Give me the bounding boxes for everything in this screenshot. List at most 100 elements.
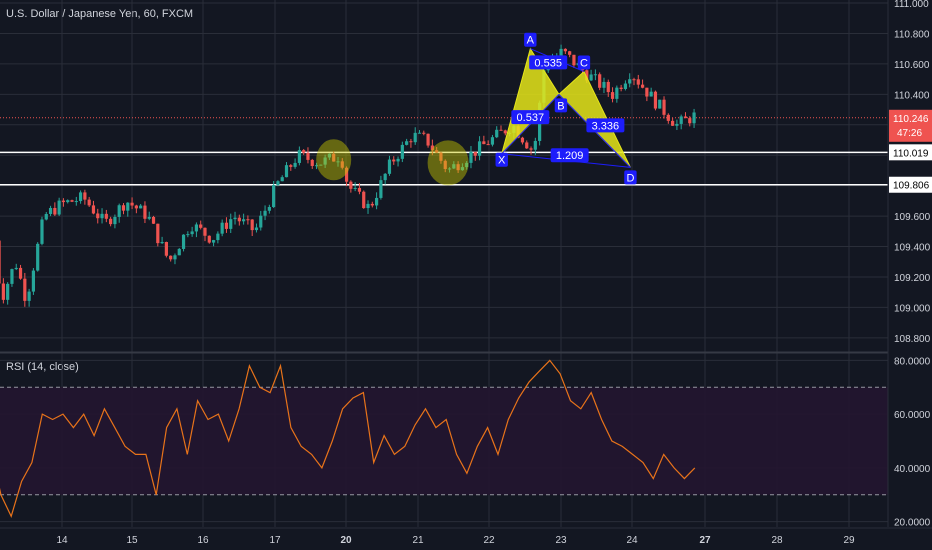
candle-body <box>387 159 392 174</box>
candle-body <box>272 185 276 208</box>
time-tick-label: 17 <box>269 535 281 546</box>
ratio-label-xd-bg <box>550 148 589 163</box>
time-tick-label: 28 <box>771 535 783 546</box>
candle-body <box>640 84 645 88</box>
candle-body <box>465 162 469 168</box>
candle-body <box>242 219 246 222</box>
candle-body <box>147 216 151 219</box>
price-tick-label: 109.400 <box>894 243 931 254</box>
candle-body <box>289 165 293 167</box>
point-label-b: B <box>557 100 564 112</box>
candle-body <box>250 219 254 231</box>
candle-body <box>370 203 374 206</box>
candle-body <box>529 148 533 150</box>
candle-body <box>44 213 48 220</box>
ratio-label-ac-bg <box>529 55 568 70</box>
price-tick-label: 110.600 <box>894 60 930 71</box>
candle-body <box>177 248 181 256</box>
ratio-label-ac: 0.535 <box>534 57 562 69</box>
candle-body <box>327 153 332 158</box>
price-tick-label: 110.800 <box>894 29 930 40</box>
candle-body <box>310 159 314 166</box>
ratio-label-xd: 1.209 <box>556 150 584 162</box>
ratio-label-bd-bg <box>586 118 625 133</box>
candle-body <box>688 118 692 124</box>
candle-body <box>109 218 113 225</box>
level-2-marker: 109.806 <box>893 181 930 192</box>
point-label-a-bg <box>524 32 537 47</box>
candle-body <box>460 167 464 171</box>
price-tick-label: 108.800 <box>894 334 931 345</box>
candle-body <box>598 74 602 88</box>
rsi-tick-label: 60.0000 <box>894 410 931 421</box>
rsi-line <box>0 359 696 518</box>
candle-body <box>636 79 640 85</box>
level-1-marker: 110.019 <box>893 148 929 159</box>
candle-body <box>589 74 593 81</box>
candle-body <box>156 223 160 244</box>
candle-body <box>409 141 413 143</box>
candle-body <box>121 205 126 211</box>
candle-body <box>632 79 636 81</box>
candle-body <box>186 234 190 236</box>
candle-body <box>194 224 199 232</box>
candle-body <box>572 54 576 66</box>
price-scale-bg <box>888 0 932 550</box>
candles[interactable] <box>0 44 696 307</box>
candle-body <box>477 141 482 156</box>
candle-body <box>190 231 194 235</box>
candle-body <box>31 270 35 292</box>
time-tick-label: 24 <box>626 535 638 546</box>
harmonic-pattern[interactable]: X A B C D 0.535 0.537 3.336 1.209 <box>495 32 637 185</box>
price-tick-label: 109.000 <box>894 303 931 314</box>
candle-body <box>520 137 525 143</box>
candle-body <box>533 140 537 150</box>
candle-body <box>139 205 143 209</box>
candle-body <box>96 213 100 219</box>
candle-body <box>602 81 606 88</box>
candle-body <box>426 133 430 146</box>
candle-body <box>645 87 649 97</box>
rsi-tick-label: 40.0000 <box>894 464 931 475</box>
candle-body <box>323 157 327 165</box>
candle-body <box>306 152 310 160</box>
rsi-tick-label: 20.0000 <box>894 518 931 529</box>
candle-body <box>628 79 632 84</box>
rsi-title: RSI (14, close) <box>6 361 79 373</box>
candle-body <box>344 167 349 182</box>
candle-body <box>413 132 417 143</box>
candle-body <box>568 51 572 55</box>
level-1-marker-bg <box>889 144 932 161</box>
candle-body <box>229 219 233 229</box>
candle-body <box>259 215 263 228</box>
time-tick-label: 14 <box>56 535 68 546</box>
candle-body <box>53 207 57 215</box>
candle-body <box>0 240 1 284</box>
candle-body <box>302 150 306 153</box>
highlight-circles <box>316 139 469 186</box>
time-tick-label: 22 <box>483 535 495 546</box>
candle-body <box>473 151 477 156</box>
candle-body <box>297 150 301 163</box>
candle-body <box>482 141 486 145</box>
candle-body <box>671 120 675 126</box>
candle-body <box>400 144 404 159</box>
candle-body <box>379 180 383 198</box>
time-tick-label: 29 <box>843 535 855 546</box>
ratio-label-xb-bg <box>511 110 550 125</box>
candle-body <box>499 129 503 131</box>
candle-body <box>1 283 5 300</box>
time-tick-label: 15 <box>126 535 138 546</box>
candle-body <box>585 70 589 81</box>
candle-body <box>443 160 447 169</box>
price-tick-label: 111.000 <box>894 0 929 10</box>
candle-body <box>276 181 280 186</box>
candle-body <box>486 144 490 146</box>
candle-body <box>143 205 147 219</box>
last-price-marker: 110.246 <box>893 114 929 125</box>
candle-body <box>199 224 203 228</box>
candle-body <box>422 132 426 134</box>
countdown-marker: 47:26 <box>897 128 922 139</box>
candle-body <box>490 137 495 145</box>
